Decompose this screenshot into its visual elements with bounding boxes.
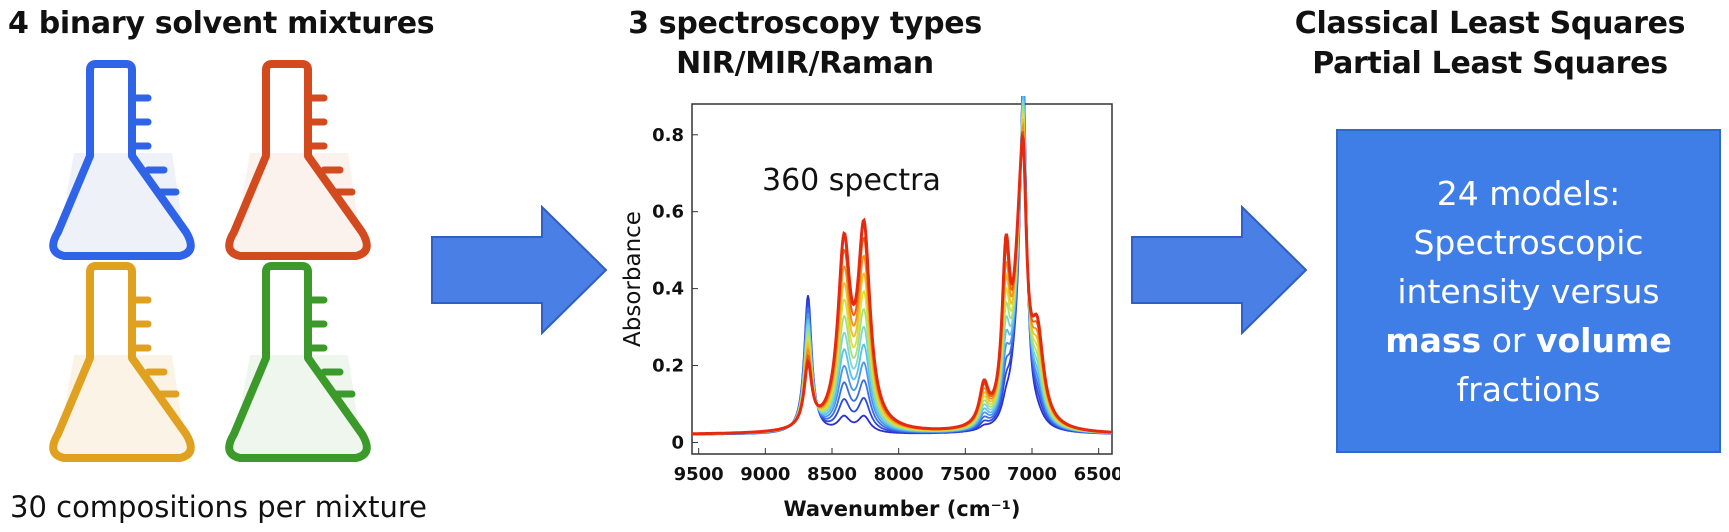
y-tick-label: 0.6	[652, 202, 684, 223]
box-line-3: intensity versus	[1397, 271, 1660, 311]
spectrum-line	[692, 131, 1113, 436]
flask-green	[225, 262, 371, 462]
compositions-caption: 30 compositions per mixture	[10, 488, 427, 526]
arrow-2	[1131, 205, 1308, 335]
flask-blue	[49, 60, 195, 260]
y-axis-label: Absorbance	[620, 211, 646, 347]
mass-word: mass	[1385, 320, 1482, 360]
x-tick-label: 8500	[807, 464, 857, 485]
y-tick-label: 0.4	[652, 279, 684, 300]
box-line-1: 24 models:	[1436, 173, 1621, 213]
y-tick-label: 0	[671, 432, 684, 453]
box-line-4: mass or volume	[1338, 316, 1719, 365]
x-tick-label: 6500	[1074, 464, 1120, 485]
middle-title-line2: NIR/MIR/Raman	[676, 46, 934, 81]
flask-grid	[49, 60, 371, 462]
series-layer	[691, 96, 1113, 436]
caption-part-a: 30 compositions	[10, 490, 249, 524]
y-tick-label: 0.2	[652, 356, 684, 377]
left-title: 4 binary solvent mixtures	[8, 6, 435, 41]
right-title: Classical Least Squares Partial Least Sq…	[1255, 4, 1725, 84]
or-word: or	[1481, 320, 1536, 360]
box-line-2: Spectroscopic	[1413, 222, 1644, 262]
middle-title: 3 spectroscopy types NIR/MIR/Raman	[525, 4, 1085, 84]
x-tick-label: 9500	[674, 464, 724, 485]
flask-red	[225, 60, 371, 260]
axis-layer: 9500 9000 8500 8000 7500 7000 6500 0 0.2 0.4 0.6 0.…	[652, 125, 1120, 485]
spectra-chart: 9500 9000 8500 8000 7500 7000 6500 0 0.2 0.4 0.6 0.…	[620, 96, 1120, 521]
arrow-1	[431, 205, 608, 335]
box-line-5: fractions	[1456, 369, 1601, 409]
flask-orange	[49, 262, 195, 462]
x-tick-label: 7500	[940, 464, 990, 485]
volume-word: volume	[1535, 320, 1672, 360]
caption-part-b: per mixture	[257, 490, 428, 524]
right-title-line2: Partial Least Squares	[1312, 46, 1668, 81]
y-tick-label: 0.8	[652, 125, 684, 146]
x-axis-label: Wavenumber (cm⁻¹)	[783, 497, 1020, 521]
models-box: 24 models: Spectroscopic intensity versu…	[1336, 129, 1721, 453]
x-tick-label: 9000	[740, 464, 790, 485]
chart-annotation: 360 spectra	[762, 163, 941, 198]
x-tick-label: 7000	[1007, 464, 1057, 485]
right-title-line1: Classical Least Squares	[1294, 6, 1686, 41]
middle-title-line1: 3 spectroscopy types	[628, 6, 982, 41]
x-tick-label: 8000	[874, 464, 924, 485]
